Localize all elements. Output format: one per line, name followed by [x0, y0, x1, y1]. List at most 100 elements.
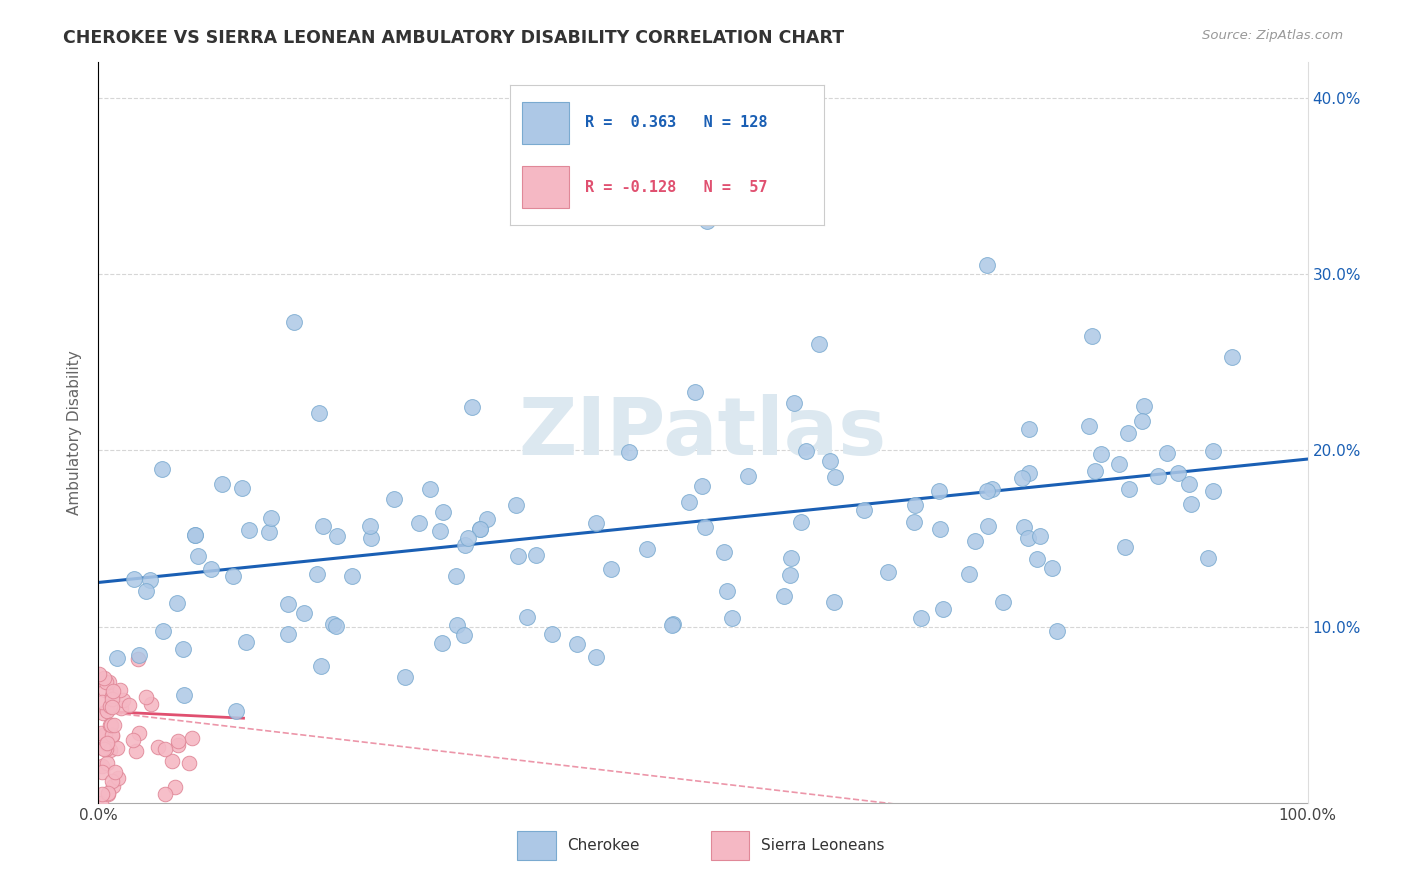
Point — [468, 522, 491, 536]
Point — [152, 624, 174, 639]
Point — [1167, 466, 1189, 480]
Point — [690, 479, 713, 493]
Point — [94, 727, 117, 741]
Point — [107, 771, 129, 785]
Point — [165, 780, 187, 795]
Point — [160, 754, 183, 768]
Point — [957, 567, 980, 582]
Point — [773, 590, 796, 604]
Point — [96, 736, 118, 750]
Point — [104, 764, 127, 779]
Point — [96, 786, 118, 800]
Point — [1147, 469, 1170, 483]
Point — [903, 515, 925, 529]
Point — [166, 596, 188, 610]
Point — [90, 796, 112, 810]
Point — [453, 627, 475, 641]
Point — [124, 744, 146, 758]
Point — [180, 731, 202, 745]
Point — [122, 572, 145, 586]
Text: Source: ZipAtlas.com: Source: ZipAtlas.com — [1202, 29, 1343, 42]
Point — [111, 692, 134, 706]
Point — [454, 538, 477, 552]
Point — [96, 674, 118, 689]
Point — [225, 704, 247, 718]
Point — [408, 516, 430, 531]
Point — [683, 385, 706, 400]
Point — [693, 519, 716, 533]
Point — [101, 779, 124, 793]
Point — [1220, 351, 1243, 365]
Point — [96, 787, 118, 801]
Point — [419, 482, 441, 496]
Point — [89, 666, 111, 681]
Point — [541, 626, 564, 640]
Point — [128, 726, 150, 740]
Point — [1201, 444, 1223, 458]
Point — [153, 741, 176, 756]
Point — [110, 683, 132, 698]
Point — [394, 669, 416, 683]
Point — [101, 700, 124, 714]
Point — [308, 406, 330, 420]
Point — [824, 470, 846, 484]
Point — [91, 695, 114, 709]
Point — [1026, 552, 1049, 566]
Point — [1018, 467, 1040, 481]
Point — [100, 729, 122, 743]
Point — [904, 498, 927, 512]
Point — [807, 337, 830, 351]
Point — [662, 616, 685, 631]
Y-axis label: Ambulatory Disability: Ambulatory Disability — [67, 351, 83, 515]
Point — [446, 569, 468, 583]
Point — [737, 469, 759, 483]
Point — [1156, 446, 1178, 460]
Point — [127, 652, 149, 666]
Point — [222, 569, 245, 583]
Point — [128, 648, 150, 662]
Point — [311, 519, 333, 533]
Point — [1042, 561, 1064, 575]
Point — [1108, 457, 1130, 471]
Point — [200, 562, 222, 576]
Point — [461, 400, 484, 414]
Point — [976, 483, 998, 498]
Point — [150, 461, 173, 475]
Point — [931, 601, 953, 615]
Point — [138, 573, 160, 587]
Point — [678, 495, 700, 509]
Point — [211, 476, 233, 491]
Point — [928, 522, 950, 536]
Point — [94, 741, 117, 756]
Point — [565, 636, 588, 650]
Point — [516, 610, 538, 624]
Point — [1090, 447, 1112, 461]
Point — [429, 524, 451, 538]
Point — [696, 214, 718, 228]
Point — [779, 568, 801, 582]
Point — [238, 523, 260, 537]
Point — [965, 533, 987, 548]
Point — [980, 482, 1002, 496]
Point — [1202, 484, 1225, 499]
Point — [107, 740, 129, 755]
Point — [135, 584, 157, 599]
Point — [96, 704, 118, 718]
Point — [1197, 551, 1219, 566]
Point — [1118, 483, 1140, 497]
Point — [636, 541, 658, 556]
Point — [713, 545, 735, 559]
Point — [910, 610, 932, 624]
Point — [325, 619, 347, 633]
Point — [524, 548, 547, 562]
Point — [1114, 540, 1136, 554]
Point — [91, 706, 114, 720]
Point — [359, 519, 381, 533]
Point — [90, 726, 112, 740]
Point — [183, 528, 205, 542]
Point — [277, 597, 299, 611]
Point — [231, 481, 253, 495]
Point — [101, 773, 124, 788]
Point — [94, 737, 117, 751]
Point — [1133, 399, 1156, 413]
